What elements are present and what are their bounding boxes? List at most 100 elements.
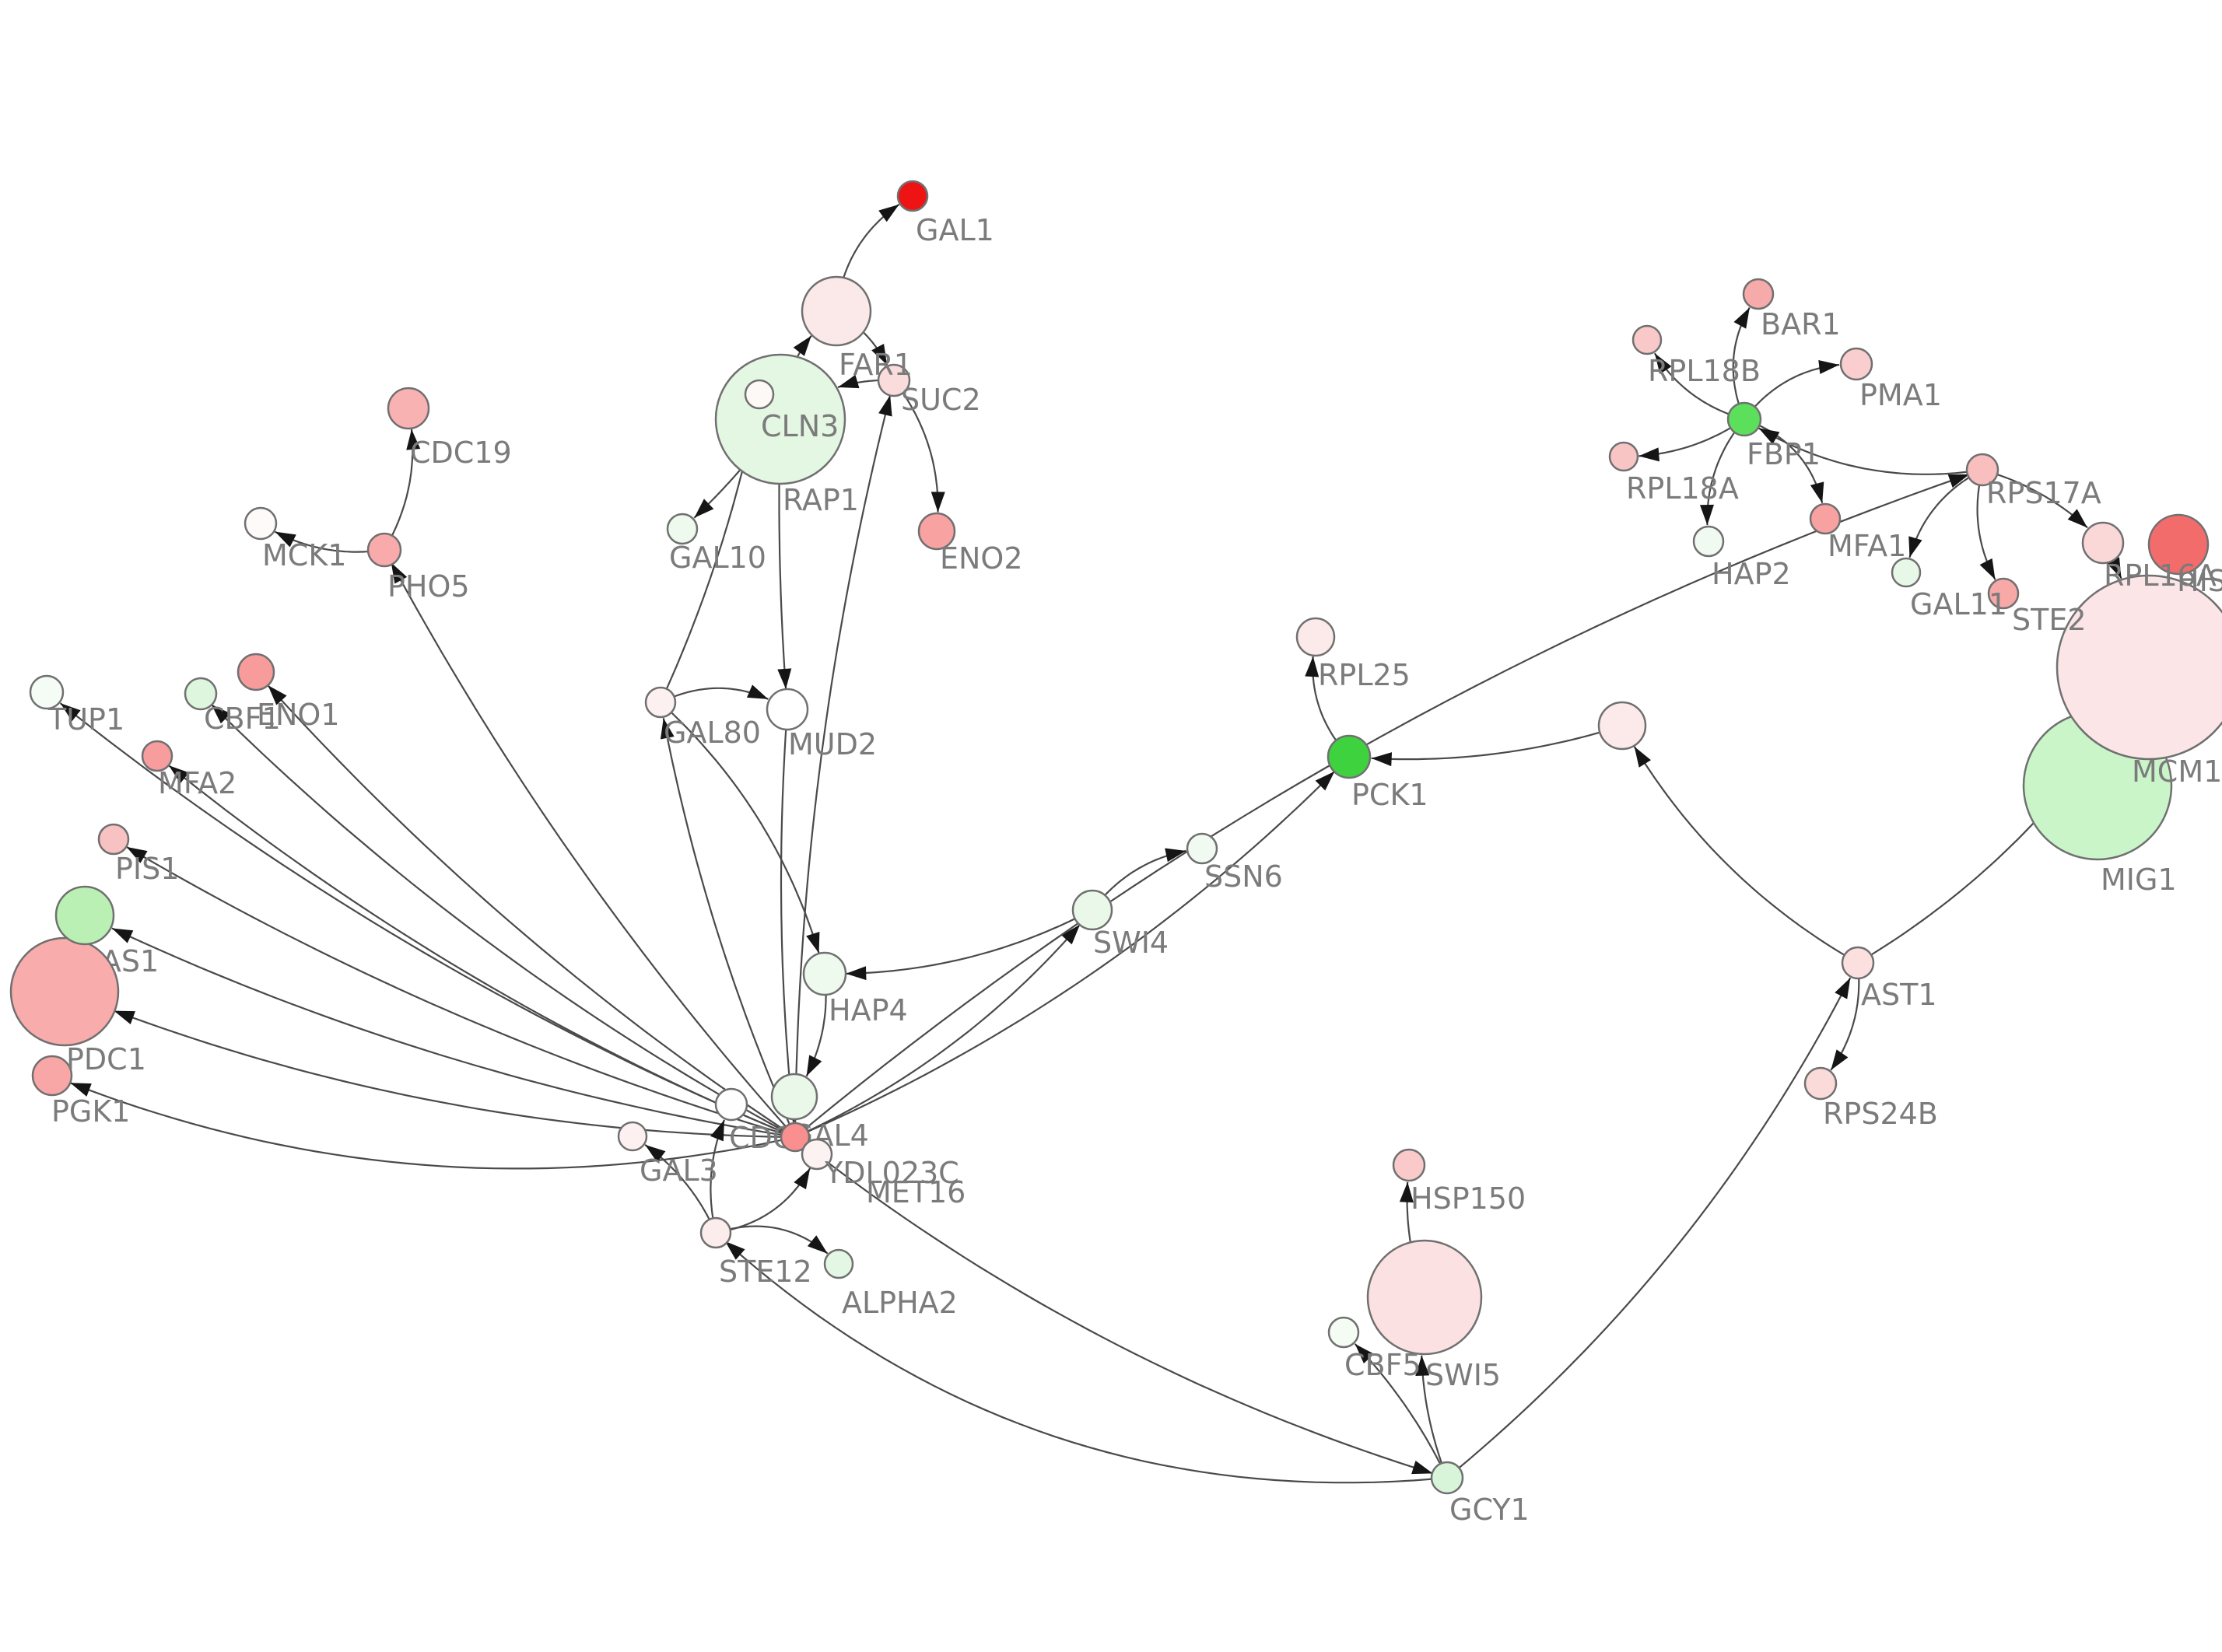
edge-FBP1-RPL18B[interactable] [1653, 352, 1729, 415]
edge-PCK1-RPL25[interactable] [1305, 656, 1337, 740]
edge-HUB-PIS1[interactable] [126, 845, 785, 1135]
edge-GCY1-STE12[interactable] [724, 1241, 1435, 1484]
edge-line[interactable] [803, 1143, 1433, 1475]
edge-line[interactable] [671, 712, 820, 954]
edge-STE12-ALPHA2[interactable] [730, 1225, 829, 1255]
edge-line[interactable] [780, 728, 795, 1122]
node-gal4[interactable] [770, 1073, 818, 1121]
edge-HUB-GAL80[interactable] [660, 718, 790, 1125]
edge-SWI4-HAP4[interactable] [846, 918, 1075, 981]
node-ste2[interactable] [1987, 577, 2020, 610]
edge-GCY1-CBF5[interactable] [1354, 1343, 1441, 1464]
node-eno1[interactable] [237, 653, 275, 691]
edge-line[interactable] [69, 1082, 784, 1170]
edge-line[interactable] [168, 765, 786, 1134]
edge-GAL80-HAP4[interactable] [671, 712, 820, 954]
edge-RAP1-FAR1[interactable] [793, 335, 812, 358]
edge-RAP1-MUD2[interactable] [777, 483, 792, 689]
edge-HUB-PHO5[interactable] [390, 562, 787, 1127]
edge-line[interactable] [1354, 1343, 1441, 1464]
edge-line[interactable] [724, 1241, 1435, 1484]
node-pdc1[interactable] [9, 936, 120, 1047]
edge-STE12-CDC6[interactable] [710, 1119, 726, 1219]
node-cdc19[interactable] [387, 387, 430, 430]
edge-SUC2-ENO2[interactable] [902, 392, 945, 513]
node-hap2[interactable] [1692, 525, 1725, 558]
edge-line[interactable] [1633, 746, 1845, 956]
edge-GAL80-MUD2[interactable] [674, 684, 769, 700]
node-his4[interactable] [2147, 513, 2210, 576]
edge-FAR1-GAL1[interactable] [843, 203, 900, 278]
edge-RPS17A-STE2[interactable] [1976, 485, 1996, 580]
edge-SWI5-HSP150[interactable] [1399, 1181, 1414, 1243]
edge-line[interactable] [1456, 977, 1852, 1470]
edge-HUB-RAS1[interactable] [111, 927, 784, 1136]
node-gcy1[interactable] [1430, 1461, 1464, 1495]
node-ras1[interactable] [54, 885, 115, 946]
node-gal10[interactable] [666, 513, 699, 545]
edge-PINK-PCK1[interactable] [1371, 731, 1600, 767]
edge-line[interactable] [846, 918, 1075, 975]
edge-HAP4-GAL4[interactable] [805, 995, 827, 1077]
node-gal80[interactable] [644, 686, 677, 719]
node-alpha2[interactable] [823, 1248, 854, 1279]
edge-SWI4-SSN6[interactable] [1105, 848, 1186, 896]
edge-line[interactable] [210, 703, 786, 1133]
edge-line[interactable] [1754, 363, 1840, 408]
edge-line[interactable] [902, 392, 939, 513]
edge-SUC2-RAP1[interactable] [837, 374, 878, 389]
node-cbf1[interactable] [184, 677, 218, 711]
edge-HUB-SUC2[interactable] [794, 394, 892, 1126]
node-pck1[interactable] [1327, 734, 1372, 779]
node-hap4[interactable] [802, 951, 847, 996]
node-mfa2[interactable] [141, 740, 173, 772]
edge-line[interactable] [794, 394, 892, 1126]
node-swi5[interactable] [1366, 1239, 1483, 1356]
node-far1[interactable] [801, 275, 872, 347]
edge-HUB-PGK1[interactable] [69, 1082, 784, 1170]
node-cdc6[interactable] [714, 1087, 748, 1122]
node-rpl18a[interactable] [1608, 441, 1639, 472]
node-cbf5[interactable] [1327, 1316, 1360, 1349]
edge-HUB-PCK1[interactable] [807, 770, 1336, 1133]
edge-line[interactable] [114, 1010, 784, 1138]
node-pho5[interactable] [366, 532, 402, 568]
node-pis1[interactable] [97, 823, 130, 856]
edge-STE12-YDL023C[interactable] [730, 1167, 811, 1231]
edge-AST1-PINK[interactable] [1633, 746, 1845, 956]
node-gal1[interactable] [896, 180, 929, 212]
edge-STE12-GAL3[interactable] [644, 1144, 710, 1220]
edge-HUB-MFA2[interactable] [168, 765, 786, 1134]
node-rps17a[interactable] [1965, 453, 1999, 487]
node-pma1[interactable] [1839, 347, 1873, 381]
node-mck1[interactable] [244, 506, 278, 541]
node-rps24b[interactable] [1803, 1066, 1838, 1101]
node-rpl18b[interactable] [1631, 324, 1663, 355]
edge-RPS17A-GAL11[interactable] [1908, 477, 1969, 558]
node-hub[interactable] [780, 1122, 811, 1153]
edge-RPS17A-RPL16A[interactable] [1997, 474, 2088, 529]
edge-HUB-SWI4[interactable] [807, 924, 1081, 1132]
edge-AST1-RPS24B[interactable] [1830, 978, 1860, 1071]
edge-FBP1-BAR1[interactable] [1732, 306, 1751, 404]
edge-line[interactable] [778, 483, 787, 689]
edge-RPS17A-FBP1[interactable] [1758, 427, 1968, 475]
node-fbp1[interactable] [1726, 401, 1762, 437]
edge-FBP1-HAP2[interactable] [1699, 432, 1735, 526]
edge-FBP1-RPL18A[interactable] [1638, 427, 1731, 462]
node-suc2[interactable] [877, 363, 911, 397]
edge-FAR1-SUC2[interactable] [863, 332, 888, 366]
edge-line[interactable] [807, 924, 1081, 1132]
edge-HUB-PDC1[interactable] [114, 1010, 784, 1138]
node-mud2[interactable] [766, 688, 809, 731]
node-ssn6[interactable] [1186, 832, 1218, 865]
edge-GCY1-SWI5[interactable] [1415, 1355, 1442, 1464]
node-mfa1[interactable] [1809, 502, 1842, 535]
node-gal3[interactable] [617, 1121, 648, 1152]
node-gal11[interactable] [1891, 557, 1922, 588]
node-tup1[interactable] [29, 674, 65, 710]
node-rpl16a[interactable] [2081, 521, 2125, 565]
edge-line[interactable] [267, 684, 784, 1130]
node-hsp150[interactable] [1392, 1148, 1426, 1182]
node-swi4[interactable] [1071, 889, 1113, 931]
